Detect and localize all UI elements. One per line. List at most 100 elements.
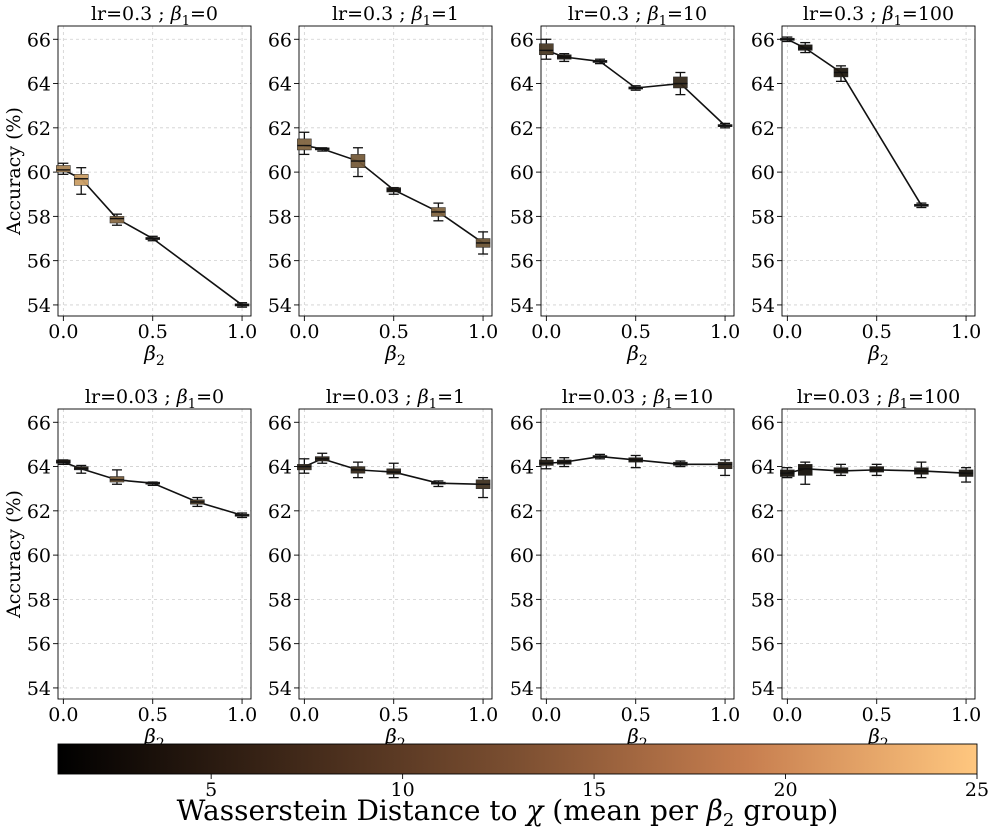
title-beta-sub: 1 [665, 397, 673, 412]
box-6 [717, 122, 733, 129]
plot-frame [540, 25, 735, 317]
y-tick-label: 56 [27, 634, 51, 656]
panel-title: lr=0.3 ; β1=10 [568, 3, 707, 29]
x-axis-label-sub: 2 [880, 353, 889, 369]
y-tick-label: 60 [27, 162, 51, 184]
y-tick-label: 58 [27, 589, 51, 611]
colorbar-label-chi: χ [524, 794, 545, 827]
y-tick-label: 56 [510, 634, 534, 656]
colorbar-label-beta: β [706, 794, 723, 827]
title-beta-sub: 1 [894, 14, 902, 29]
x-tick-label: 0.5 [379, 321, 409, 343]
title-beta-sub: 1 [423, 14, 431, 29]
title-beta-sub: 1 [188, 397, 196, 412]
x-axis-label-beta: β [626, 341, 639, 365]
y-tick-label: 54 [510, 295, 534, 317]
x-tick-label: 0.5 [621, 321, 651, 343]
box-5 [673, 460, 688, 468]
plot-frame [781, 25, 976, 317]
box-body [673, 76, 688, 89]
y-tick-label: 60 [268, 162, 292, 184]
box-1 [780, 36, 795, 43]
box-body [297, 138, 312, 151]
box-5 [190, 496, 205, 508]
y-tick-label: 56 [268, 634, 292, 656]
panel-title: lr=0.03 ; β1=100 [797, 386, 960, 412]
y-tick-label: 58 [751, 589, 775, 611]
y-tick-label: 58 [268, 206, 292, 228]
y-tick-label: 62 [27, 118, 51, 140]
title-beta: β [411, 3, 423, 25]
colorbar-label-pre: Wasserstein Distance to [177, 794, 527, 827]
box-1 [56, 459, 71, 465]
y-tick-label: 66 [268, 412, 292, 434]
title-lr: lr=0.03 ; [85, 386, 177, 408]
panel-title: lr=0.03 ; β1=10 [562, 386, 713, 412]
y-tick-label: 66 [510, 29, 534, 51]
title-beta-sub: 1 [900, 397, 908, 412]
title-value: =1 [431, 3, 459, 25]
y-tick-label: 66 [268, 29, 292, 51]
title-value: =100 [902, 3, 954, 25]
y-tick-label: 66 [27, 29, 51, 51]
x-tick-label: 1.0 [710, 704, 740, 726]
x-tick-label: 1.0 [468, 704, 498, 726]
x-tick-label: 0.0 [48, 704, 78, 726]
y-tick-label: 54 [27, 678, 51, 700]
y-axis-label: Accuracy (%) [3, 107, 25, 236]
x-axis-label-beta: β [867, 341, 880, 365]
x-tick-label: 0.0 [289, 321, 319, 343]
y-tick-label: 60 [27, 545, 51, 567]
y-tick-label: 60 [510, 162, 534, 184]
box-4 [869, 463, 884, 477]
title-beta: β [888, 386, 900, 408]
plot-frame [781, 408, 976, 700]
box-5 [234, 302, 250, 308]
y-tick-label: 60 [751, 545, 775, 567]
y-tick-label: 64 [751, 74, 775, 96]
y-tick-label: 58 [510, 206, 534, 228]
y-axis-label: Accuracy (%) [3, 490, 25, 619]
x-tick-label: 1.0 [227, 321, 257, 343]
box-body [56, 165, 71, 173]
y-tick-label: 58 [27, 206, 51, 228]
title-beta: β [647, 3, 659, 25]
title-lr: lr=0.3 ; [568, 3, 648, 25]
box-1 [780, 467, 795, 479]
box-2 [314, 452, 330, 464]
box-4 [386, 462, 401, 479]
box-1 [539, 457, 554, 470]
y-tick-label: 62 [751, 118, 775, 140]
box-4 [386, 186, 401, 195]
y-tick-label: 62 [268, 501, 292, 523]
title-beta-sub: 1 [182, 14, 190, 29]
title-lr: lr=0.03 ; [326, 386, 418, 408]
y-tick-label: 62 [268, 118, 292, 140]
box-body [539, 43, 554, 56]
box-1 [297, 458, 312, 474]
title-value: =10 [673, 386, 713, 408]
box-4 [628, 454, 643, 469]
y-tick-label: 66 [27, 412, 51, 434]
colorbar-label-mid: (mean per [543, 794, 706, 827]
y-tick-label: 62 [510, 501, 534, 523]
y-tick-label: 62 [510, 118, 534, 140]
panel-title: lr=0.3 ; β1=1 [332, 3, 459, 29]
x-axis-label-beta: β [384, 341, 397, 365]
y-tick-label: 64 [27, 74, 51, 96]
box-2 [797, 461, 813, 485]
box-3 [833, 463, 849, 477]
panel-5: lr=0.03 ; β1=0545658606264660.00.51.0β2A… [3, 386, 257, 752]
y-tick-label: 64 [510, 457, 534, 479]
x-tick-label: 0.5 [621, 704, 651, 726]
y-tick-label: 62 [27, 501, 51, 523]
panel-title: lr=0.03 ; β1=1 [326, 386, 465, 412]
x-tick-label: 0.0 [531, 704, 561, 726]
y-tick-label: 60 [510, 545, 534, 567]
box-body [109, 216, 125, 224]
box-5 [914, 461, 929, 479]
box-body [717, 461, 733, 470]
title-beta-sub: 1 [659, 14, 667, 29]
